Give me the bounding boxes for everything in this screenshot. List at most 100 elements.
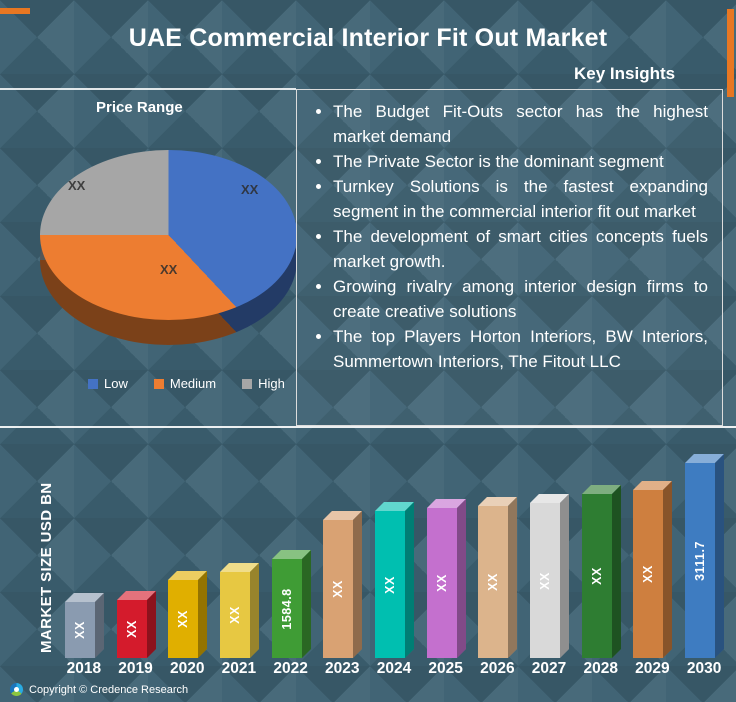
bar-side-face [301, 550, 311, 658]
bar-slot: XX [316, 438, 368, 658]
accent-bar-right [727, 9, 734, 97]
bar: XX [633, 481, 673, 658]
bar-slot: XX [368, 438, 420, 658]
bar-chart-bars: XX XX XX XX 1584.8 XX XX XX XX XX XX XX 3111.7 [58, 438, 730, 658]
bar-value-label: 1584.8 [279, 587, 294, 630]
pie-slice-label-low: XX [241, 182, 259, 197]
bar-value-label: 3111.7 [693, 540, 708, 581]
copyright-text: Copyright © Credence Research [29, 683, 189, 696]
pie-surface [40, 150, 297, 320]
bar-slot: XX [110, 438, 162, 658]
bar: XX [64, 593, 104, 658]
pie-slice-label-medium: XX [160, 262, 178, 277]
credence-research-logo [10, 683, 23, 696]
bar-side-face [353, 511, 363, 658]
legend-item: High [242, 376, 285, 391]
key-insight-bullet: Growing rivalry among interior design fi… [333, 275, 708, 325]
pie-legend: Low Medium High [88, 376, 285, 391]
x-axis-label: 2022 [273, 660, 308, 677]
x-axis-label: 2021 [221, 660, 257, 677]
bar-slot: XX [627, 438, 679, 658]
key-insights-list: The Budget Fit-Outs sector has the highe… [311, 100, 708, 375]
bar: XX [168, 571, 208, 658]
bar: XX [323, 511, 363, 658]
bar-side-face [249, 563, 259, 658]
x-axis-label: 2019 [118, 660, 153, 677]
bar-side-face [611, 485, 621, 658]
bar-slot: XX [58, 438, 110, 658]
bar-side-face [560, 494, 570, 658]
section-divider [0, 426, 736, 428]
bar-value-label: XX [589, 567, 604, 585]
bar-slot: XX [575, 438, 627, 658]
divider-left [0, 88, 296, 90]
bar-value-label: XX [538, 571, 553, 590]
bar-side-face [146, 591, 156, 658]
bar-slot: 3111.7 [678, 438, 730, 658]
x-axis-label: 2020 [169, 660, 205, 677]
x-axis-label: 2025 [428, 660, 463, 677]
bar: XX [478, 497, 518, 658]
legend-item: Low [88, 376, 128, 391]
price-range-pie-chart: XX XX XX [40, 150, 297, 348]
pie-slice-label-high: XX [68, 178, 86, 193]
bar-chart-x-axis: 2018 2019 2020 2021 2022 2023 2024 2025 2026 2027… [58, 660, 730, 682]
bar: XX [116, 591, 156, 658]
key-insights-box: The Budget Fit-Outs sector has the highe… [296, 89, 723, 426]
x-axis-label: 2029 [635, 660, 670, 677]
bar-slot: XX [420, 438, 472, 658]
bar-slot: XX [161, 438, 213, 658]
bar: XX [219, 563, 259, 658]
bar: XX [374, 502, 414, 658]
bar-side-face [198, 571, 208, 658]
key-insight-bullet: The Private Sector is the dominant segme… [333, 150, 708, 175]
bar-value-label: XX [331, 580, 346, 598]
key-insight-bullet: The top Players Horton Interiors, BW Int… [333, 325, 708, 375]
key-insights-title: Key Insights [574, 64, 676, 83]
bar-value-label: XX [434, 574, 449, 592]
bar-value-label: XX [641, 565, 656, 583]
bar-side-face [94, 593, 104, 658]
bar-value-label: XX [486, 573, 501, 591]
legend-label: Medium [169, 376, 217, 391]
bar-value-label: XX [382, 575, 397, 594]
bar-slot: 1584.8 [265, 438, 317, 658]
bar-value-label: XX [227, 606, 242, 624]
bar: 1584.8 [271, 550, 311, 658]
bar-side-face [404, 502, 414, 658]
x-axis-label: 2023 [325, 660, 360, 677]
legend-swatch [242, 378, 253, 389]
x-axis-label: 2030 [686, 660, 722, 677]
bar-side-face [456, 499, 466, 658]
legend-swatch [88, 378, 98, 389]
footer: Copyright © Credence Research [10, 683, 188, 696]
bar-side-face [508, 497, 518, 658]
key-insight-bullet: Turnkey Solutions is the fastest expandi… [333, 175, 708, 225]
legend-label: High [258, 376, 285, 391]
market-size-bar-chart: XX XX XX XX 1584.8 XX XX XX XX XX XX XX 3111.7 2018 2… [58, 438, 730, 682]
x-axis-label: 2027 [531, 660, 567, 677]
bar-value-label: XX [72, 621, 87, 639]
bar-slot: XX [213, 438, 265, 658]
legend-label: Low [104, 376, 128, 391]
key-insight-bullet: The development of smart cities concepts… [333, 225, 708, 275]
bar-side-face [715, 454, 725, 658]
x-axis-label: 2026 [480, 660, 515, 677]
bar: XX [426, 499, 466, 658]
bar-slot: XX [472, 438, 524, 658]
bar: XX [530, 494, 570, 658]
bar: XX [581, 485, 621, 658]
y-axis-label: MARKET SIZE USD BN [38, 482, 55, 653]
bar-slot: XX [523, 438, 575, 658]
bar-value-label: XX [124, 620, 139, 638]
x-axis-label: 2024 [376, 660, 412, 677]
bar: 3111.7 [685, 454, 725, 658]
bar-side-face [663, 481, 673, 658]
key-insight-bullet: The Budget Fit-Outs sector has the highe… [333, 100, 708, 150]
bar-value-label: XX [176, 610, 191, 628]
legend-item: Medium [153, 376, 217, 391]
x-axis-label: 2028 [583, 660, 618, 677]
legend-swatch [153, 378, 164, 389]
pie-chart-title: Price Range [96, 99, 183, 116]
